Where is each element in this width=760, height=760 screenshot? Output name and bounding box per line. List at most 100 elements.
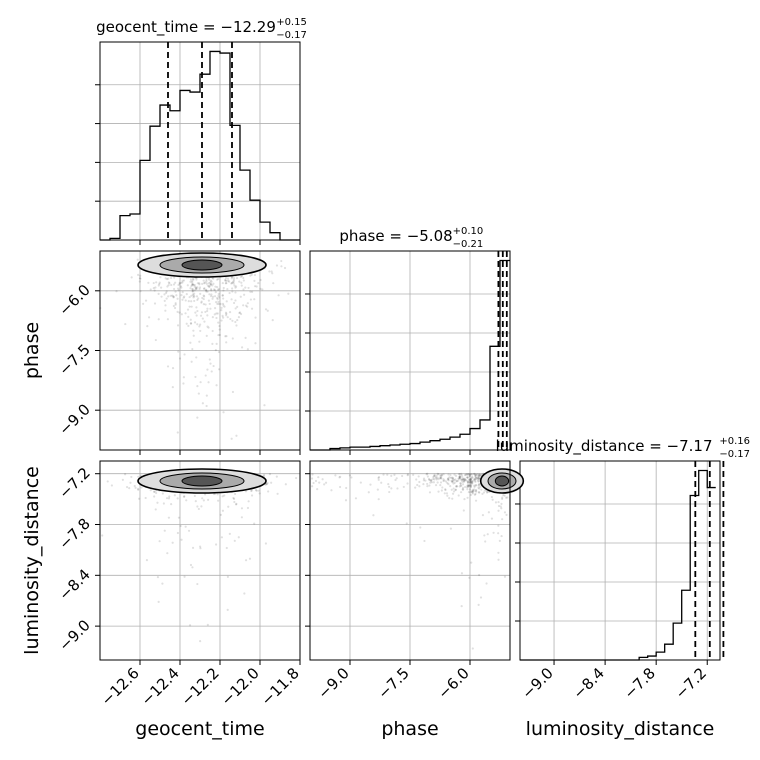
sample-point (189, 318, 192, 321)
sample-point (465, 473, 468, 476)
sample-point (452, 478, 455, 481)
sample-point (477, 476, 480, 479)
xtick-label: −12.2 (178, 664, 223, 709)
xtick-label: −7.8 (621, 664, 659, 702)
sample-point (230, 287, 234, 290)
sample-point (166, 318, 169, 321)
xaxis-label: geocent_time (135, 718, 264, 740)
sample-point (475, 490, 478, 493)
ytick-label: −7.5 (55, 341, 93, 379)
sample-point (212, 277, 215, 280)
sample-point (477, 484, 480, 487)
sample-point (406, 474, 409, 477)
sample-point (195, 278, 198, 281)
sample-point (202, 282, 206, 285)
sample-point (222, 297, 225, 300)
sample-point (449, 485, 452, 488)
sample-point (180, 313, 183, 316)
sample-point (147, 316, 151, 319)
sample-point (185, 322, 188, 325)
sample-point (207, 299, 211, 302)
title-sup: +0.10 (453, 226, 484, 237)
sample-point (219, 513, 222, 516)
sample-point (205, 290, 208, 293)
sample-point (497, 500, 500, 504)
sample-point (457, 479, 460, 482)
sample-point (221, 314, 224, 317)
sample-point (226, 277, 230, 280)
sample-point (484, 540, 487, 543)
sample-point (194, 287, 197, 291)
sample-point (204, 310, 207, 314)
sample-point (101, 534, 104, 537)
panel-title: phase = −5.08 (339, 227, 452, 245)
sample-point (217, 333, 220, 337)
sample-point (497, 532, 500, 535)
sample-point (393, 473, 396, 476)
sample-point (387, 485, 391, 488)
diag-phase-gridlines (310, 251, 510, 450)
sample-point (171, 541, 174, 544)
sample-point (476, 479, 480, 482)
sample-point (459, 478, 463, 481)
sample-point (191, 283, 194, 286)
sample-point (210, 288, 213, 291)
sample-point (172, 295, 175, 298)
sample-point (263, 404, 266, 407)
sample-point (471, 488, 475, 491)
sample-point (240, 284, 243, 287)
xtick-label: −6.0 (434, 664, 472, 702)
sample-point (451, 479, 454, 483)
sample-point (196, 385, 199, 388)
sample-point (468, 473, 472, 476)
sample-point (156, 575, 160, 579)
sample-point (224, 276, 228, 280)
sample-point (196, 286, 199, 289)
sample-point (217, 292, 220, 295)
sample-point (162, 502, 165, 505)
xtick-label: −7.5 (374, 664, 412, 702)
sample-point (478, 473, 481, 476)
sample-point (206, 284, 209, 287)
sample-point (253, 522, 256, 525)
sample-point (419, 526, 422, 529)
sample-point (439, 484, 442, 487)
sample-point (276, 492, 279, 495)
sample-point (184, 312, 187, 315)
sample-point (211, 329, 214, 333)
sample-point (428, 484, 431, 487)
sample-point (386, 473, 389, 476)
sample-point (212, 364, 215, 368)
sample-point (395, 477, 398, 480)
sample-point (247, 286, 250, 290)
xtick-label: −9.0 (518, 664, 556, 702)
sample-point (258, 492, 261, 495)
sample-point (176, 324, 180, 327)
histogram-phase (310, 259, 510, 451)
sample-point (255, 489, 258, 492)
sample-point (268, 270, 271, 273)
sample-point (199, 314, 203, 317)
sample-point (264, 308, 268, 311)
sample-point (467, 485, 470, 488)
sample-point (142, 302, 145, 305)
sample-point (189, 322, 192, 325)
sample-point (435, 477, 438, 480)
sample-point (254, 488, 258, 492)
sample-point (198, 287, 201, 291)
sample-point (253, 273, 257, 277)
sample-point (471, 476, 474, 479)
sample-point (467, 484, 470, 487)
sample-point (225, 341, 228, 344)
sample-point (202, 297, 205, 301)
sample-point (177, 287, 180, 290)
sample-point (501, 518, 504, 521)
sample-point (233, 284, 236, 287)
sample-point (234, 299, 237, 302)
sample-point (471, 647, 474, 650)
sample-point (191, 277, 195, 281)
sample-point (173, 494, 176, 497)
sample-point (187, 529, 191, 532)
sample-point (469, 481, 472, 484)
sample-point (124, 322, 127, 326)
